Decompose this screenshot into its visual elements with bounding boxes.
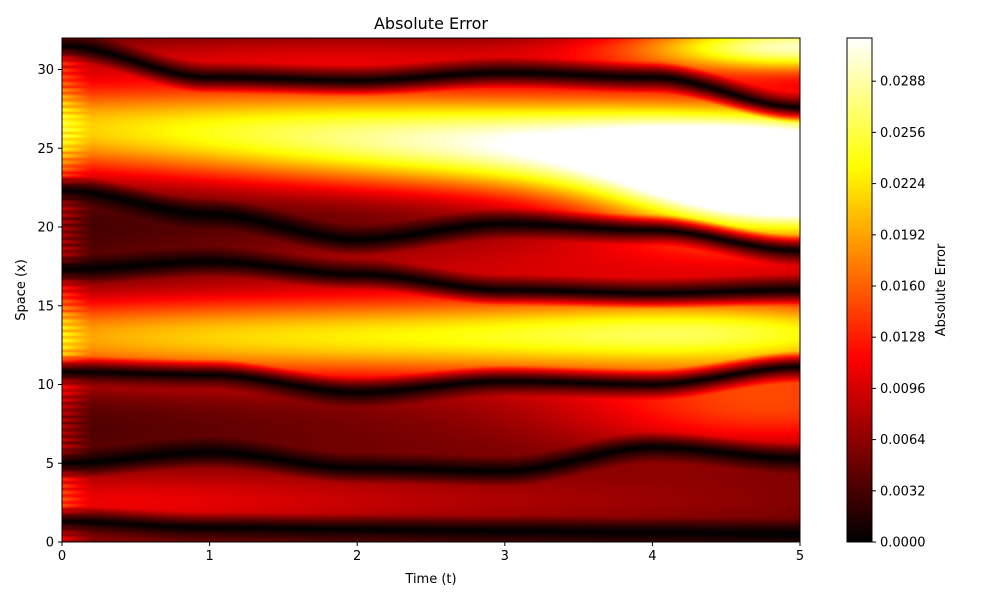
y-tick-label: 25 — [37, 142, 54, 157]
y-tick-label: 15 — [37, 299, 54, 314]
colorbar-tick-label: 0.0096 — [880, 382, 926, 397]
colorbar-tick-label: 0.0160 — [880, 280, 926, 295]
y-axis: 0 5 10 15 20 25 30 — [37, 63, 62, 551]
colorbar-tick-label: 0.0192 — [880, 228, 926, 243]
x-tick-label: 5 — [796, 549, 804, 564]
y-tick-label: 30 — [37, 63, 54, 78]
x-tick-label: 0 — [58, 549, 66, 564]
colorbar-tick-label: 0.0032 — [880, 484, 926, 499]
colorbar-label: Absolute Error — [934, 243, 949, 336]
y-tick-label: 10 — [37, 378, 54, 393]
colorbar-gradient — [846, 37, 873, 543]
chart-title: Absolute Error — [374, 14, 488, 33]
x-tick-label: 1 — [205, 549, 213, 564]
colorbar-tick-label: 0.0256 — [880, 126, 926, 141]
colorbar-tick-label: 0.0128 — [880, 331, 926, 346]
colorbar: 0.0000 0.0032 0.0064 0.0096 0.0128 0.0160 0.01… — [846, 37, 949, 551]
x-tick-label: 3 — [501, 549, 509, 564]
plot-frame — [61, 37, 801, 543]
x-axis: 0 1 2 3 4 5 — [58, 542, 804, 564]
colorbar-tick-label: 0.0064 — [880, 433, 926, 448]
x-tick-label: 4 — [648, 549, 656, 564]
heatmap-image — [62, 38, 800, 542]
colorbar-tick-label: 0.0288 — [880, 75, 926, 90]
colorbar-tick-label: 0.0224 — [880, 177, 926, 192]
y-tick-label: 5 — [46, 457, 54, 472]
y-tick-label: 0 — [46, 536, 54, 551]
y-tick-label: 20 — [37, 221, 54, 236]
x-tick-label: 2 — [353, 549, 361, 564]
colorbar-tick-label: 0.0000 — [880, 536, 926, 551]
y-axis-label: Space (x) — [14, 259, 29, 321]
colorbar-ticks: 0.0000 0.0032 0.0064 0.0096 0.0128 0.0160 0.01… — [872, 75, 926, 551]
x-axis-label: Time (t) — [404, 572, 456, 587]
heatmap-plot-area — [61, 37, 801, 543]
